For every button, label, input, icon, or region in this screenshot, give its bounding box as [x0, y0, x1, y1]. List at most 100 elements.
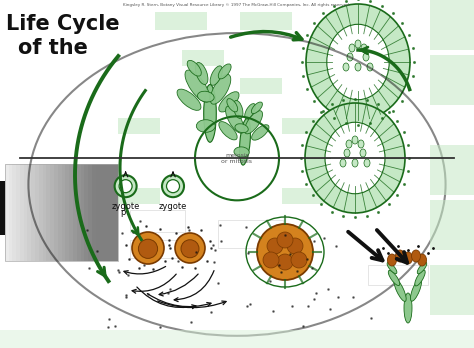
Ellipse shape	[195, 63, 208, 85]
Bar	[430, 265, 474, 315]
Bar	[430, 145, 474, 195]
Bar	[103, 164, 107, 261]
Ellipse shape	[358, 140, 364, 148]
Bar	[155, 12, 207, 30]
Ellipse shape	[418, 254, 427, 266]
Text: Kingsley R. Stern, Botany Visual Resource Library © 1997 The McGraw-Hill Compani: Kingsley R. Stern, Botany Visual Resourc…	[124, 3, 350, 7]
Ellipse shape	[187, 61, 201, 76]
Ellipse shape	[387, 262, 397, 274]
Circle shape	[291, 252, 307, 268]
Bar	[107, 164, 111, 261]
Ellipse shape	[185, 70, 210, 102]
Ellipse shape	[177, 89, 201, 110]
Bar	[50, 164, 54, 261]
Bar	[115, 164, 118, 261]
Circle shape	[162, 175, 184, 197]
Text: Life Cycle: Life Cycle	[6, 14, 119, 34]
Ellipse shape	[344, 149, 350, 157]
Ellipse shape	[352, 136, 358, 144]
Bar	[130, 240, 180, 258]
Ellipse shape	[364, 159, 370, 167]
Ellipse shape	[233, 101, 243, 119]
Ellipse shape	[415, 270, 425, 286]
Ellipse shape	[198, 91, 214, 102]
Ellipse shape	[395, 250, 404, 262]
Bar	[54, 164, 58, 261]
Bar	[0, 330, 474, 348]
Ellipse shape	[305, 103, 405, 213]
Bar	[100, 164, 103, 261]
Ellipse shape	[363, 53, 369, 61]
Bar	[430, 55, 474, 105]
Circle shape	[263, 252, 279, 268]
Ellipse shape	[210, 74, 231, 104]
Bar	[282, 118, 324, 134]
Text: of the: of the	[18, 38, 88, 58]
Bar	[31, 164, 35, 261]
Bar	[0, 181, 5, 235]
Ellipse shape	[340, 159, 346, 167]
Ellipse shape	[367, 63, 373, 71]
Bar	[46, 164, 50, 261]
Bar	[5, 164, 9, 261]
Bar	[84, 164, 88, 261]
Bar	[81, 164, 84, 261]
Circle shape	[257, 224, 313, 280]
Circle shape	[277, 254, 293, 270]
Bar	[43, 164, 46, 261]
Circle shape	[132, 232, 164, 264]
Bar	[218, 220, 283, 248]
Bar	[35, 164, 39, 261]
Ellipse shape	[355, 63, 361, 71]
Ellipse shape	[394, 279, 406, 301]
Bar	[96, 164, 100, 261]
Circle shape	[115, 175, 137, 197]
Ellipse shape	[410, 279, 421, 301]
Bar	[92, 164, 96, 261]
Circle shape	[267, 238, 283, 254]
Bar	[27, 164, 31, 261]
Bar	[111, 164, 115, 261]
Ellipse shape	[196, 120, 215, 132]
Ellipse shape	[347, 53, 353, 61]
Ellipse shape	[349, 44, 355, 52]
Circle shape	[181, 240, 199, 258]
Ellipse shape	[355, 40, 361, 48]
Ellipse shape	[239, 119, 250, 165]
Ellipse shape	[360, 149, 366, 157]
Ellipse shape	[219, 121, 237, 140]
Bar	[130, 210, 185, 232]
Bar	[65, 164, 69, 261]
Ellipse shape	[411, 250, 420, 262]
Bar	[12, 164, 16, 261]
Circle shape	[138, 239, 157, 259]
Ellipse shape	[361, 44, 367, 52]
Ellipse shape	[235, 124, 248, 133]
Bar	[118, 188, 160, 204]
Ellipse shape	[204, 85, 216, 142]
Text: p: p	[120, 208, 126, 217]
Ellipse shape	[388, 270, 400, 286]
Ellipse shape	[343, 63, 349, 71]
Ellipse shape	[245, 104, 255, 119]
Ellipse shape	[252, 125, 269, 140]
Circle shape	[175, 233, 205, 263]
Bar	[430, 200, 474, 250]
Ellipse shape	[403, 252, 412, 264]
Ellipse shape	[404, 293, 412, 323]
Bar	[77, 164, 81, 261]
Bar	[368, 265, 428, 285]
Ellipse shape	[234, 147, 249, 157]
Text: zygote: zygote	[111, 202, 140, 211]
Bar	[69, 164, 73, 261]
Bar	[430, 0, 474, 50]
Bar	[182, 50, 224, 66]
Bar	[118, 118, 160, 134]
Ellipse shape	[219, 64, 231, 79]
Bar	[88, 164, 92, 261]
Ellipse shape	[245, 111, 263, 134]
Bar	[73, 164, 77, 261]
Bar	[9, 164, 12, 261]
Ellipse shape	[219, 92, 239, 112]
Ellipse shape	[417, 262, 427, 274]
